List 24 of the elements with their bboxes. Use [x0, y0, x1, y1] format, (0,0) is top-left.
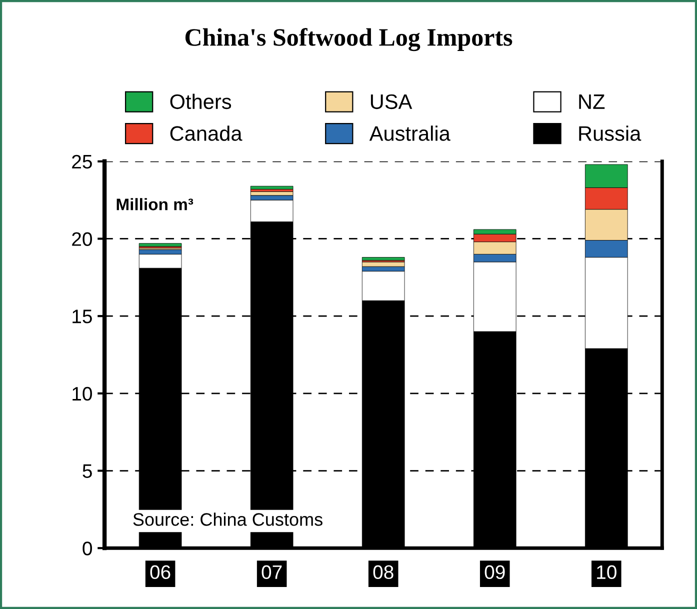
legend-label: Canada: [170, 126, 242, 141]
bar: [362, 257, 405, 261]
x-tick-label: 10: [597, 565, 616, 580]
annotation: Source: China Customs: [133, 512, 322, 526]
legend-label: Others: [170, 94, 232, 110]
y-tick-label: 5: [82, 464, 92, 478]
legend-label: USA: [370, 94, 412, 110]
legend-label: NZ: [579, 94, 605, 109]
x-tick-label: 08: [373, 565, 394, 580]
bar: [138, 243, 182, 247]
y-tick-label: 20: [72, 232, 92, 246]
x-tick-label: 09: [484, 565, 505, 580]
bar: [250, 189, 294, 192]
legend-label: Russia: [579, 126, 642, 141]
chart-title: China's Softwood Log Imports: [185, 28, 512, 52]
legend-label: Australia: [369, 126, 450, 141]
bar: [250, 186, 294, 190]
annotation: Million m³: [116, 198, 194, 210]
y-tick-label: 15: [72, 310, 92, 324]
y-tick-label: 25: [72, 154, 92, 169]
y-tick-label: 0: [82, 542, 92, 556]
y-tick-label: 10: [72, 386, 92, 401]
x-tick-label: 06: [150, 565, 170, 580]
x-tick-label: 07: [262, 565, 282, 580]
